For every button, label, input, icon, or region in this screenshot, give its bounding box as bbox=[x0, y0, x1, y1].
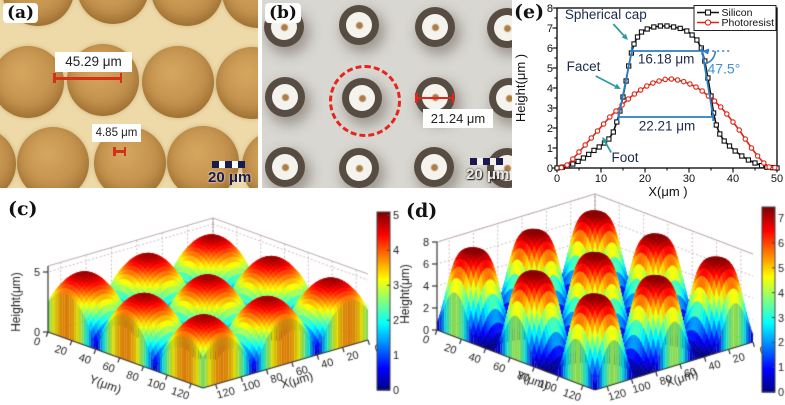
lens-center-dot bbox=[281, 24, 288, 31]
measurement-endcap bbox=[415, 92, 418, 103]
svg-text:50: 50 bbox=[771, 173, 783, 185]
panel-e-profile-chart: 0 1 2 3 4 5 6 7 8 0 10 20 30 40 50 X(μm ) Height(μm ) Sph… bbox=[513, 0, 785, 210]
measurement-endcap bbox=[113, 146, 116, 156]
microlens bbox=[151, 0, 223, 26]
microlens bbox=[216, 47, 258, 119]
svg-text:47.5°: 47.5° bbox=[707, 61, 740, 77]
etched-lens bbox=[272, 84, 298, 110]
microlens bbox=[0, 128, 16, 188]
panel-d-label: (d) bbox=[406, 200, 438, 222]
svg-text:Foot: Foot bbox=[612, 150, 639, 165]
svg-text:Photoresist: Photoresist bbox=[722, 17, 775, 29]
measurement-endcap bbox=[53, 73, 56, 83]
panel-b-micrograph: (b) 21.24 μm 20 μm bbox=[262, 0, 512, 188]
surface-plot-silicon bbox=[393, 192, 785, 405]
highlight-dashed-circle bbox=[329, 65, 401, 137]
microlens bbox=[142, 46, 214, 118]
svg-text:6: 6 bbox=[547, 43, 553, 55]
svg-text:30: 30 bbox=[683, 173, 695, 185]
svg-text:Facet: Facet bbox=[567, 59, 601, 74]
lens-center-dot bbox=[504, 25, 511, 32]
panel-e-label: (e) bbox=[514, 1, 545, 23]
etched-lens bbox=[496, 85, 512, 111]
svg-text:8: 8 bbox=[547, 3, 553, 15]
measurement-line-4um bbox=[113, 150, 126, 153]
lens-center-dot bbox=[432, 24, 439, 31]
microlens bbox=[77, 0, 149, 24]
panel-a-micrograph: (a) 45.29 μm 4.85 μm 20 μm bbox=[0, 0, 258, 188]
measurement-endcap bbox=[119, 73, 122, 83]
svg-text:Silicon: Silicon bbox=[722, 7, 753, 19]
measurement-endcap bbox=[123, 146, 126, 156]
svg-text:0: 0 bbox=[554, 173, 560, 185]
etched-lens bbox=[272, 154, 298, 180]
svg-text:10: 10 bbox=[595, 173, 607, 185]
svg-text:2: 2 bbox=[547, 123, 553, 135]
svg-text:0: 0 bbox=[547, 163, 553, 175]
etched-lens bbox=[346, 12, 372, 38]
panel-c-label: (c) bbox=[8, 198, 38, 220]
svg-text:16.18 μm: 16.18 μm bbox=[638, 52, 695, 67]
etched-lens bbox=[346, 155, 372, 181]
measurement-label-21um: 21.24 μm bbox=[423, 109, 493, 128]
panel-b-label: (b) bbox=[265, 3, 301, 23]
svg-text:20: 20 bbox=[639, 173, 651, 185]
height-profile-chart: 0 1 2 3 4 5 6 7 8 0 10 20 30 40 50 X(μm ) Height(μm ) Sph… bbox=[513, 3, 783, 199]
measurement-label-45um: 45.29 μm bbox=[55, 52, 132, 72]
lens-center-dot bbox=[282, 164, 289, 171]
measurement-endcap bbox=[451, 92, 454, 103]
lens-center-dot bbox=[431, 164, 438, 171]
microlens bbox=[167, 126, 239, 188]
lens-center-dot bbox=[356, 22, 363, 29]
scale-bar-a bbox=[212, 161, 245, 168]
measurement-line-45um bbox=[53, 77, 122, 80]
scale-bar-a-label: 20 μm bbox=[208, 169, 252, 186]
scale-bar-b bbox=[470, 158, 503, 165]
svg-text:Spherical cap: Spherical cap bbox=[565, 7, 647, 22]
lens-center-dot bbox=[504, 165, 511, 172]
svg-text:5: 5 bbox=[547, 63, 553, 75]
etched-lens bbox=[421, 154, 447, 180]
measurement-label-4um: 4.85 μm bbox=[92, 124, 141, 142]
svg-text:X(μm ): X(μm ) bbox=[648, 184, 687, 199]
lens-center-dot bbox=[356, 165, 363, 172]
microlens bbox=[17, 127, 89, 188]
panel-a-label: (a) bbox=[3, 3, 39, 23]
etched-lens bbox=[422, 14, 448, 40]
svg-text:4: 4 bbox=[547, 83, 553, 95]
svg-text:7: 7 bbox=[547, 23, 553, 35]
svg-text:3: 3 bbox=[547, 103, 553, 115]
scale-bar-b-label: 20 μm bbox=[466, 166, 510, 183]
lens-center-dot bbox=[282, 94, 289, 101]
etched-lens bbox=[494, 15, 512, 41]
svg-text:22.21 μm: 22.21 μm bbox=[639, 118, 696, 133]
microlens bbox=[222, 0, 258, 28]
svg-text:40: 40 bbox=[727, 173, 739, 185]
svg-text:1: 1 bbox=[547, 143, 553, 155]
surface-plot-photoresist bbox=[0, 192, 400, 405]
measurement-line-21um bbox=[415, 96, 454, 99]
lens-center-dot bbox=[506, 95, 512, 102]
svg-text:Height(μm ): Height(μm ) bbox=[513, 54, 528, 122]
